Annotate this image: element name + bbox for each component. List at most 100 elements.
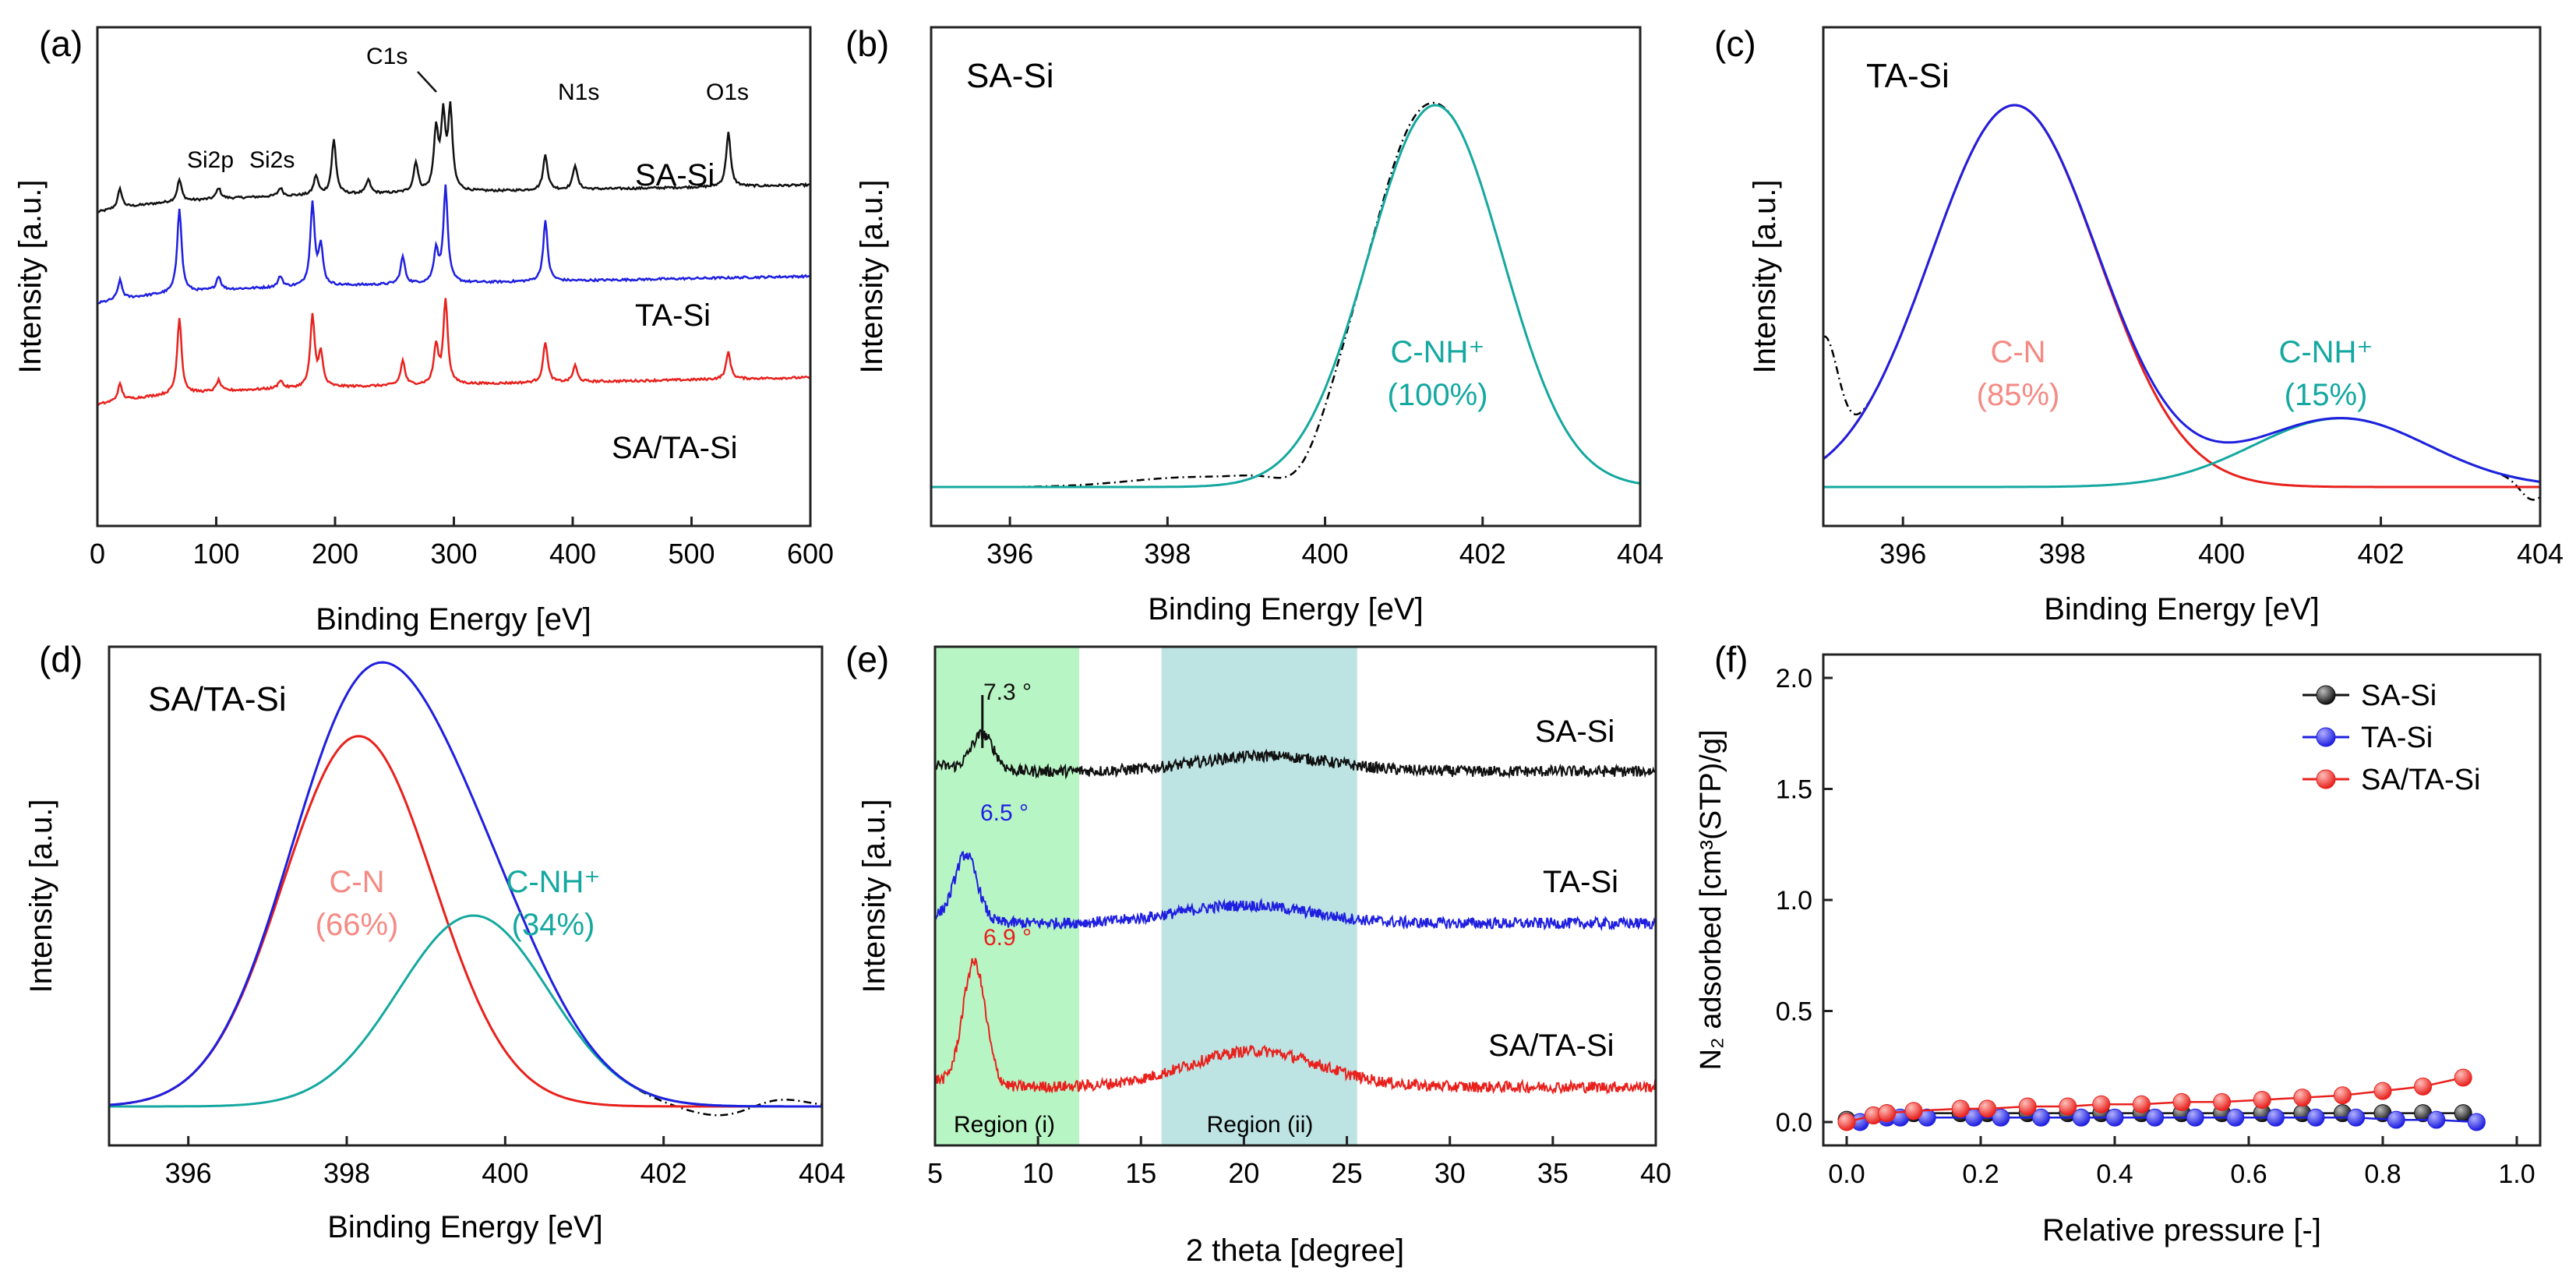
panel-e-legend-sata: SA/TA-Si	[1488, 1029, 1614, 1063]
panel-f-point	[2414, 1077, 2433, 1096]
panel-a-series-2	[97, 298, 811, 407]
panel-d-raw-data	[108, 661, 823, 1117]
panel-e-xtick-label: 5	[927, 1157, 943, 1189]
panel-f-point	[1978, 1099, 1997, 1118]
panel-d-cnh-label: C-NH⁺	[506, 865, 600, 899]
panel-f-point	[2347, 1108, 2366, 1127]
panel-f-xtick-label: 0.0	[1828, 1159, 1865, 1189]
panel-a-xtick-label: 100	[192, 538, 239, 570]
panel-b-cnh-label: C-NH⁺	[1390, 335, 1484, 369]
panel-a-xtick-label: 300	[430, 538, 477, 570]
panel-f-point	[2146, 1108, 2165, 1127]
panel-c-cn-pct: (85%)	[1977, 378, 2060, 412]
panel-f-ytick-label: 1.0	[1776, 886, 1812, 916]
panel-f-point	[1837, 1113, 1856, 1131]
panel-e-peak-sa: 7.3 °	[983, 679, 1032, 705]
panel-e-legend-ta: TA-Si	[1543, 865, 1618, 899]
panel-f-point	[2253, 1091, 2271, 1109]
panel-f-point	[2031, 1108, 2050, 1127]
panel-f-point	[2072, 1108, 2091, 1127]
panel-e-region-0	[935, 647, 1079, 1145]
panel-c-xlabel: Binding Energy [eV]	[2044, 592, 2320, 626]
panel-f-xlabel: Relative pressure [-]	[2042, 1213, 2321, 1247]
panel-b-cnh-pct: (100%)	[1388, 378, 1488, 412]
panel-a-xtick-label: 600	[787, 538, 834, 570]
panel-e-xtick-label: 40	[1640, 1157, 1671, 1189]
panel-d-cn-label: C-N	[329, 865, 384, 899]
panel-c-frame	[1822, 26, 2542, 528]
panel-a-legend-ta: TA-Si	[635, 298, 711, 333]
panel-b-ylabel: Intensity [a.u.]	[855, 179, 889, 373]
panel-d-xtick-label: 396	[165, 1157, 212, 1189]
panel-d-component-1	[109, 914, 822, 1108]
panel-c-envelope	[1823, 104, 2541, 483]
annot-c1s-arrow	[417, 71, 437, 93]
panel-b: 396 398 400 402 404 SA-Si Binding Energy [eV…	[855, 26, 1664, 626]
panel-a-xtick-label: 500	[668, 538, 715, 570]
panel-b-xtick-label: 396	[986, 538, 1033, 570]
panel-f-point	[2172, 1092, 2191, 1111]
annot-n1s: N1s	[558, 79, 599, 105]
panel-f: 0.0 0.2 0.4 0.6 0.8 1.0 0.0 0.5 1.0 1.5 2.0 Relati…	[1695, 653, 2542, 1247]
panel-label-d: (d)	[39, 639, 83, 679]
panel-f-point	[2454, 1068, 2472, 1087]
panel-c-cn-label: C-N	[1990, 335, 2045, 369]
panel-f-point	[2387, 1110, 2405, 1129]
panel-f-point	[2467, 1113, 2486, 1131]
panel-a-series-0	[97, 101, 811, 214]
panel-c-cnh-pct: (15%)	[2285, 378, 2368, 412]
panel-c-xtick-label: 396	[1879, 538, 1926, 570]
annot-c1s: C1s	[366, 44, 408, 69]
panel-d-xtick-label: 400	[482, 1157, 528, 1189]
annot-si2p: Si2p	[187, 147, 234, 173]
panel-b-component-0	[931, 104, 1641, 489]
panel-e-xlabel: 2 theta [degree]	[1186, 1233, 1404, 1268]
panel-f-point	[2213, 1092, 2232, 1111]
panel-d-frame	[108, 645, 824, 1147]
panel-c-xtick-label: 400	[2198, 538, 2245, 570]
panel-d-xtick-label: 402	[640, 1157, 687, 1189]
panel-f-point	[2266, 1108, 2285, 1127]
panel-f-point	[2092, 1095, 2111, 1113]
panel-e-ylabel: Intensity [a.u.]	[857, 799, 891, 993]
panel-a-xtick-label: 0	[90, 538, 105, 570]
panel-c-component-1	[1823, 417, 2541, 489]
panel-f-point	[2427, 1110, 2446, 1129]
panel-c-xtick-label: 398	[2039, 538, 2086, 570]
panel-f-xtick-label: 1.0	[2498, 1159, 2535, 1189]
panel-d-cnh-pct: (34%)	[512, 908, 595, 942]
panel-f-legend-label-0: SA-Si	[2361, 679, 2437, 712]
panel-e-series-2	[934, 958, 1657, 1096]
panel-e-region-ii-label: Region (ii)	[1207, 1112, 1314, 1138]
panel-d-cn-pct: (66%)	[316, 908, 399, 942]
panel-label-b: (b)	[845, 23, 889, 64]
panel-e-xtick-label: 35	[1537, 1157, 1569, 1189]
panel-b-xtick-label: 404	[1617, 538, 1664, 570]
panel-b-title: SA-Si	[966, 57, 1053, 95]
panel-label-f: (f)	[1714, 639, 1748, 679]
panel-b-raw-data	[931, 101, 1641, 489]
panel-f-xtick-label: 0.6	[2230, 1159, 2267, 1189]
panel-d-xlabel: Binding Energy [eV]	[327, 1210, 603, 1244]
panel-c-component-0	[1823, 104, 2540, 489]
panel-d-envelope	[108, 661, 822, 1108]
panel-f-legend-label-2: SA/TA-Si	[2361, 764, 2480, 796]
panel-f-xtick-label: 0.8	[2364, 1159, 2401, 1189]
panel-f-xtick-label: 0.4	[2096, 1159, 2133, 1189]
panel-d-xtick-label: 398	[323, 1157, 370, 1189]
panel-label-a: (a)	[39, 23, 83, 64]
panel-e-region-i-label: Region (i)	[954, 1112, 1055, 1138]
panel-f-ylabel: N₂ adsorbed [cm³(STP)/g]	[1695, 729, 1727, 1070]
panel-f-ytick-label: 2.0	[1776, 664, 1812, 693]
panel-f-point	[1992, 1108, 2010, 1127]
panel-c-raw-data	[1823, 104, 2541, 501]
annot-o1s: O1s	[706, 79, 749, 105]
panel-b-xlabel: Binding Energy [eV]	[1148, 592, 1424, 626]
panel-c-ylabel: Intensity [a.u.]	[1748, 179, 1782, 373]
panel-f-xtick-label: 0.2	[1962, 1159, 1999, 1189]
panel-e-xtick-label: 20	[1228, 1157, 1259, 1189]
annot-si2s: Si2s	[249, 147, 295, 173]
panel-c-cnh-label: C-NH⁺	[2278, 335, 2373, 369]
panel-a-xtick-label: 200	[312, 538, 358, 570]
